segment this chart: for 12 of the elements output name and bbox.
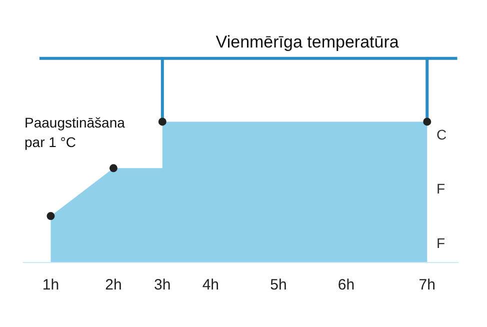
- annotation: F: [436, 180, 446, 197]
- x-tick-label: 5h: [270, 276, 287, 294]
- x-tick-label: 6h: [338, 276, 355, 294]
- x-tick-label: 7h: [418, 276, 436, 294]
- x-tick-label: 2h: [105, 276, 122, 294]
- chart-title: Vienmērīga temperatūra: [216, 32, 400, 52]
- annotation: C: [436, 126, 447, 142]
- x-tick-label: 3h: [154, 276, 171, 294]
- annotation: F: [436, 234, 446, 251]
- annotation: Paaugstināšana par 1 °C: [24, 114, 126, 150]
- x-tick-label: 4h: [202, 276, 220, 294]
- x-tick-label: 1h: [42, 276, 60, 294]
